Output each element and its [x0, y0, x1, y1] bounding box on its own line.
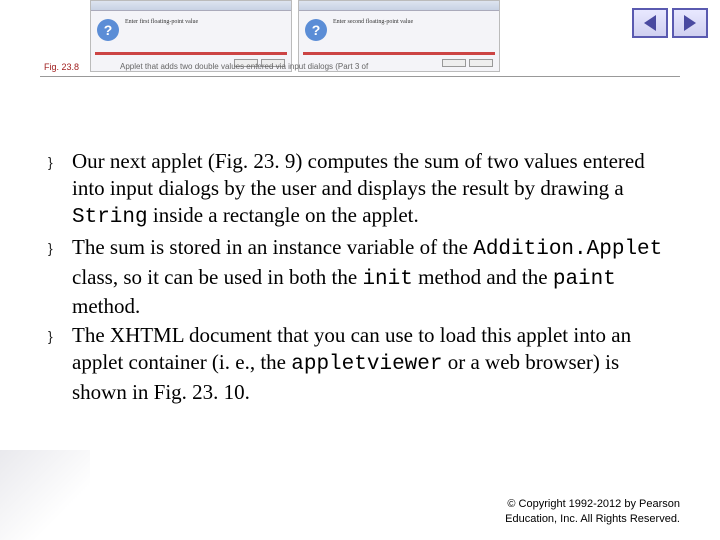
decorative-gradient: [0, 450, 90, 540]
footer-line-2: Education, Inc. All Rights Reserved.: [0, 512, 680, 526]
bullet-text: The XHTML document that you can use to l…: [72, 322, 672, 406]
figure-description: Applet that adds two double values enter…: [120, 62, 368, 71]
arrow-left-icon: [644, 15, 656, 31]
bullet-text: Our next applet (Fig. 23. 9) computes th…: [72, 148, 672, 232]
nav-forward-button[interactable]: [672, 8, 708, 38]
arrow-right-icon: [684, 15, 696, 31]
nav-button-group: [632, 8, 708, 38]
bullet-text: The sum is stored in an instance variabl…: [72, 234, 672, 321]
copyright-footer: © Copyright 1992-2012 by Pearson Educati…: [0, 497, 680, 526]
bullet-icon: }: [48, 148, 72, 232]
figure-label: Fig. 23.8: [44, 62, 79, 72]
bullet-icon: }: [48, 234, 72, 321]
bullet-icon: }: [48, 322, 72, 406]
separator-line: [40, 76, 680, 77]
footer-line-1: © Copyright 1992-2012 by Pearson: [0, 497, 680, 511]
question-icon: ?: [305, 19, 327, 41]
bullet-item: }Our next applet (Fig. 23. 9) computes t…: [48, 148, 672, 232]
question-icon: ?: [97, 19, 119, 41]
bullet-item: }The XHTML document that you can use to …: [48, 322, 672, 406]
content-area: }Our next applet (Fig. 23. 9) computes t…: [48, 148, 672, 408]
nav-back-button[interactable]: [632, 8, 668, 38]
bullet-item: }The sum is stored in an instance variab…: [48, 234, 672, 321]
